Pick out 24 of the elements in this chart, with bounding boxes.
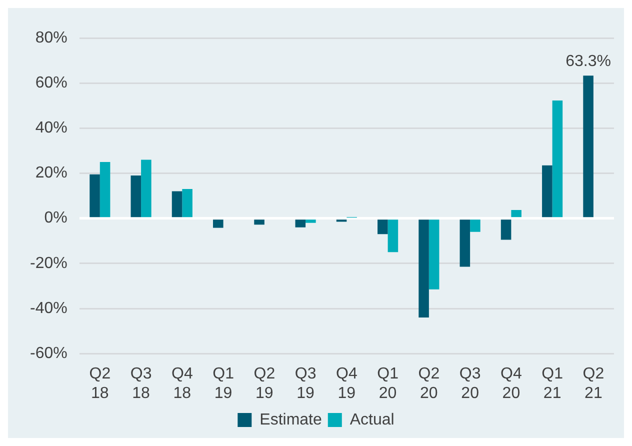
x-tick-label: Q4 20: [500, 366, 522, 402]
legend-label: Estimate: [260, 411, 322, 428]
x-tick-label: Q1 21: [542, 366, 564, 402]
x-tick-label: Q2 19: [254, 366, 276, 402]
x-tick-label: Q1 20: [377, 366, 399, 402]
y-tick-label: 60%: [35, 74, 68, 92]
legend-label: Actual: [350, 411, 394, 428]
y-tick-label: -60%: [30, 345, 68, 362]
x-tick-label: Q1 19: [212, 366, 234, 402]
y-tick-label: 0%: [44, 210, 68, 227]
y-tick-label: 40%: [35, 120, 68, 137]
x-tick-label: Q2 20: [418, 366, 440, 402]
y-tick-label: -40%: [30, 300, 68, 317]
x-tick-label: Q3 20: [459, 366, 481, 402]
x-tick-label: Q4 19: [336, 366, 358, 402]
x-tick-label: Q3 19: [294, 366, 316, 402]
y-tick-label: 80%: [35, 29, 68, 46]
x-tick-label: Q2 18: [89, 366, 111, 402]
y-tick-label: -20%: [30, 254, 68, 272]
data-label: 63.3%: [566, 53, 611, 70]
y-tick-label: 20%: [35, 164, 68, 182]
x-tick-label: Q2 21: [582, 366, 604, 402]
x-tick-label: Q3 18: [130, 366, 152, 402]
x-tick-label: Q4 18: [171, 366, 193, 402]
